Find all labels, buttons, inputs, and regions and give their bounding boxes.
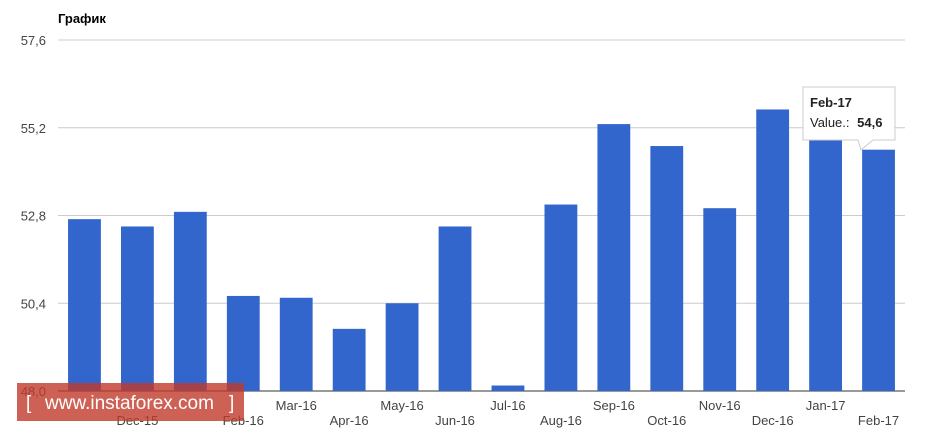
x-tick-label: Mar-16 (276, 398, 317, 413)
watermark-bracket-right: ] (229, 393, 234, 414)
x-tick-label: Oct-16 (647, 413, 686, 428)
chart-title: График (58, 11, 106, 26)
y-tick-label: 50,4 (21, 296, 46, 311)
x-tick-label: Jan-17 (806, 398, 846, 413)
x-tick-label: Nov-16 (699, 398, 741, 413)
x-tick-label: Jun-16 (435, 413, 475, 428)
bar-apr-16[interactable] (332, 328, 366, 391)
watermark-bracket-left: [ (26, 393, 32, 414)
x-tick-label: Jul-16 (490, 398, 525, 413)
bar-mar-16[interactable] (279, 297, 313, 391)
bar-dec-16[interactable] (756, 109, 790, 391)
y-tick-label: 55,2 (21, 121, 46, 136)
watermark: [ www.instaforex.com ] (17, 383, 244, 421)
bar-jul-16[interactable] (491, 385, 525, 391)
bar-jan-17[interactable] (809, 131, 843, 391)
bar-jun-16[interactable] (438, 226, 472, 391)
watermark-background (17, 383, 244, 421)
x-tick-label: Dec-16 (752, 413, 794, 428)
y-axis-labels: 48,050,452,855,257,6 (21, 33, 46, 399)
svg-text:Value.: 54,6: Value.: 54,6 (810, 115, 882, 130)
bars (68, 109, 895, 391)
bar-aug-16[interactable] (544, 204, 578, 391)
tooltip-value: 54,6 (857, 115, 882, 130)
y-tick-label: 52,8 (21, 209, 46, 224)
bar-nov-16[interactable] (703, 208, 737, 391)
bar-feb-16[interactable] (226, 295, 260, 391)
bar-dec-15[interactable] (120, 226, 154, 391)
bar-may-16[interactable] (385, 303, 419, 391)
watermark-text: www.instaforex.com (44, 393, 214, 414)
bar-feb-17[interactable] (862, 149, 895, 391)
bar-nov-15[interactable] (68, 219, 101, 391)
x-tick-label: Feb-17 (858, 413, 899, 428)
x-tick-label: Aug-16 (540, 413, 582, 428)
y-tick-label: 57,6 (21, 33, 46, 48)
tooltip-label: Value.: (810, 115, 850, 130)
x-tick-label: Apr-16 (330, 413, 369, 428)
tooltip: Feb-17 Value.: 54,6 (802, 86, 896, 151)
bar-oct-16[interactable] (650, 146, 684, 391)
x-axis-labels: Dec-15Feb-16Mar-16Apr-16May-16Jun-16Jul-… (116, 398, 899, 428)
bar-jan-16[interactable] (173, 211, 207, 391)
x-tick-label: May-16 (380, 398, 423, 413)
x-tick-label: Sep-16 (593, 398, 635, 413)
tooltip-title: Feb-17 (810, 95, 852, 110)
bar-sep-16[interactable] (597, 124, 631, 391)
